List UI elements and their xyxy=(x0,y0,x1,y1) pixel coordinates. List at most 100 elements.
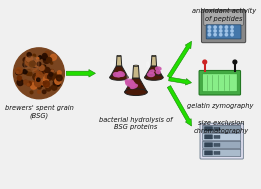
Circle shape xyxy=(26,59,32,66)
FancyBboxPatch shape xyxy=(206,25,241,39)
FancyBboxPatch shape xyxy=(205,127,212,131)
Ellipse shape xyxy=(117,55,121,57)
Circle shape xyxy=(48,75,52,79)
Circle shape xyxy=(20,72,22,74)
Ellipse shape xyxy=(133,65,138,66)
Polygon shape xyxy=(125,78,147,92)
Circle shape xyxy=(57,71,61,74)
Polygon shape xyxy=(116,56,122,66)
Circle shape xyxy=(16,68,22,74)
Circle shape xyxy=(17,79,23,86)
Ellipse shape xyxy=(147,73,155,77)
Circle shape xyxy=(51,85,57,90)
Circle shape xyxy=(46,57,52,63)
Circle shape xyxy=(40,80,42,82)
FancyBboxPatch shape xyxy=(203,125,241,132)
Polygon shape xyxy=(151,56,157,66)
Circle shape xyxy=(33,74,39,80)
Circle shape xyxy=(45,74,49,77)
Polygon shape xyxy=(145,66,163,77)
Circle shape xyxy=(33,60,39,67)
Circle shape xyxy=(29,61,35,67)
FancyBboxPatch shape xyxy=(202,74,237,92)
Circle shape xyxy=(46,84,49,87)
Circle shape xyxy=(43,55,47,60)
FancyBboxPatch shape xyxy=(199,70,241,95)
Ellipse shape xyxy=(145,75,163,80)
Circle shape xyxy=(50,54,56,60)
Circle shape xyxy=(27,53,31,57)
Circle shape xyxy=(37,73,41,76)
Text: brewers' spent grain
(BSG): brewers' spent grain (BSG) xyxy=(4,105,73,119)
FancyArrow shape xyxy=(167,86,192,126)
Circle shape xyxy=(50,57,52,59)
Circle shape xyxy=(33,63,37,67)
Circle shape xyxy=(25,62,28,65)
FancyBboxPatch shape xyxy=(214,143,220,146)
Circle shape xyxy=(28,82,30,84)
Circle shape xyxy=(23,63,27,67)
Circle shape xyxy=(50,74,57,80)
Circle shape xyxy=(29,73,32,76)
Ellipse shape xyxy=(156,67,161,70)
Circle shape xyxy=(30,91,33,94)
Circle shape xyxy=(35,84,40,88)
FancyArrow shape xyxy=(169,77,192,85)
FancyBboxPatch shape xyxy=(203,133,241,140)
Circle shape xyxy=(33,61,39,67)
Ellipse shape xyxy=(156,70,160,74)
Circle shape xyxy=(43,81,46,84)
Circle shape xyxy=(35,81,39,85)
Circle shape xyxy=(31,81,34,85)
FancyBboxPatch shape xyxy=(203,149,241,156)
Circle shape xyxy=(231,33,233,36)
FancyArrow shape xyxy=(66,70,96,77)
Circle shape xyxy=(225,26,228,28)
Polygon shape xyxy=(133,66,139,78)
Circle shape xyxy=(43,73,49,79)
Circle shape xyxy=(49,72,53,76)
Text: bacterial hydrolysis of
BSG proteins: bacterial hydrolysis of BSG proteins xyxy=(99,117,173,130)
Circle shape xyxy=(36,78,40,82)
Circle shape xyxy=(39,56,42,59)
Circle shape xyxy=(43,65,46,68)
Circle shape xyxy=(40,65,45,70)
Text: antioxidant activity
of peptides: antioxidant activity of peptides xyxy=(192,8,256,22)
Circle shape xyxy=(16,71,18,73)
Circle shape xyxy=(51,70,54,72)
Ellipse shape xyxy=(125,89,147,95)
Ellipse shape xyxy=(118,72,124,76)
Circle shape xyxy=(56,75,62,81)
Ellipse shape xyxy=(112,62,114,67)
Circle shape xyxy=(23,61,27,65)
Circle shape xyxy=(231,26,233,28)
Circle shape xyxy=(208,30,211,32)
FancyBboxPatch shape xyxy=(205,143,212,147)
Circle shape xyxy=(29,69,32,72)
Circle shape xyxy=(24,80,27,83)
Circle shape xyxy=(46,86,51,91)
Ellipse shape xyxy=(152,55,156,57)
FancyArrow shape xyxy=(167,41,192,78)
Circle shape xyxy=(37,60,39,62)
Ellipse shape xyxy=(118,73,122,76)
Circle shape xyxy=(31,61,35,65)
FancyBboxPatch shape xyxy=(201,10,246,43)
Circle shape xyxy=(225,30,228,32)
Circle shape xyxy=(26,70,31,75)
Circle shape xyxy=(35,76,39,80)
Circle shape xyxy=(31,83,37,89)
Circle shape xyxy=(55,81,60,86)
Ellipse shape xyxy=(127,73,130,79)
Circle shape xyxy=(36,72,43,78)
Circle shape xyxy=(214,26,216,28)
FancyBboxPatch shape xyxy=(214,135,220,139)
Circle shape xyxy=(43,68,48,74)
Circle shape xyxy=(55,72,60,78)
Circle shape xyxy=(208,33,211,36)
Circle shape xyxy=(23,70,27,74)
Circle shape xyxy=(39,80,43,83)
Circle shape xyxy=(214,30,216,32)
Ellipse shape xyxy=(129,82,135,87)
Circle shape xyxy=(27,60,29,62)
